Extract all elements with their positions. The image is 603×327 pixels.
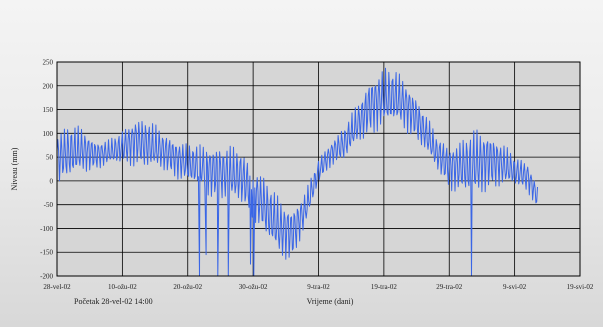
y-tick-label: 200 bbox=[43, 82, 54, 90]
x-tick-labels: 28-vel-02 10-ožu-02 20-ožu-02 30-ožu-02 9-tr… bbox=[43, 283, 594, 291]
y-tick-label: 250 bbox=[43, 59, 54, 67]
x-tick-label: 9-tra-02 bbox=[307, 283, 330, 291]
series-group bbox=[56, 67, 538, 277]
y-tick-label: 50 bbox=[46, 154, 54, 162]
x-tick-label: 29-tra-02 bbox=[436, 283, 463, 291]
x-axis-label: Vrijeme (dani) bbox=[307, 297, 354, 306]
x-tick-label: 20-ožu-02 bbox=[173, 283, 202, 291]
x-tick-label: 19-tra-02 bbox=[371, 283, 398, 291]
y-tick-label: -150 bbox=[40, 249, 53, 257]
x-tick-label: 10-ožu-02 bbox=[108, 283, 137, 291]
plot-border bbox=[56, 61, 581, 277]
start-note: Početak 28-vel-02 14:00 bbox=[74, 297, 153, 306]
x-tick-label: 30-ožu-02 bbox=[239, 283, 268, 291]
y-tick-label: 0 bbox=[50, 177, 54, 185]
y-tick-label: -200 bbox=[40, 273, 53, 281]
y-tick-labels: 250 200 150 100 50 0 -50 -100 -150 -200 bbox=[40, 59, 53, 281]
y-tick-label: -50 bbox=[44, 201, 54, 209]
x-tick-label: 19-svi-02 bbox=[567, 283, 594, 291]
x-tick-label: 9-svi-02 bbox=[503, 283, 527, 291]
x-tick-label: 28-vel-02 bbox=[43, 283, 71, 291]
y-axis-label: Niveau (mm) bbox=[10, 147, 19, 190]
series-line bbox=[56, 67, 538, 277]
y-tick-label: 150 bbox=[43, 106, 54, 114]
y-tick-label: -100 bbox=[40, 225, 53, 233]
y-tick-label: 100 bbox=[43, 130, 54, 138]
